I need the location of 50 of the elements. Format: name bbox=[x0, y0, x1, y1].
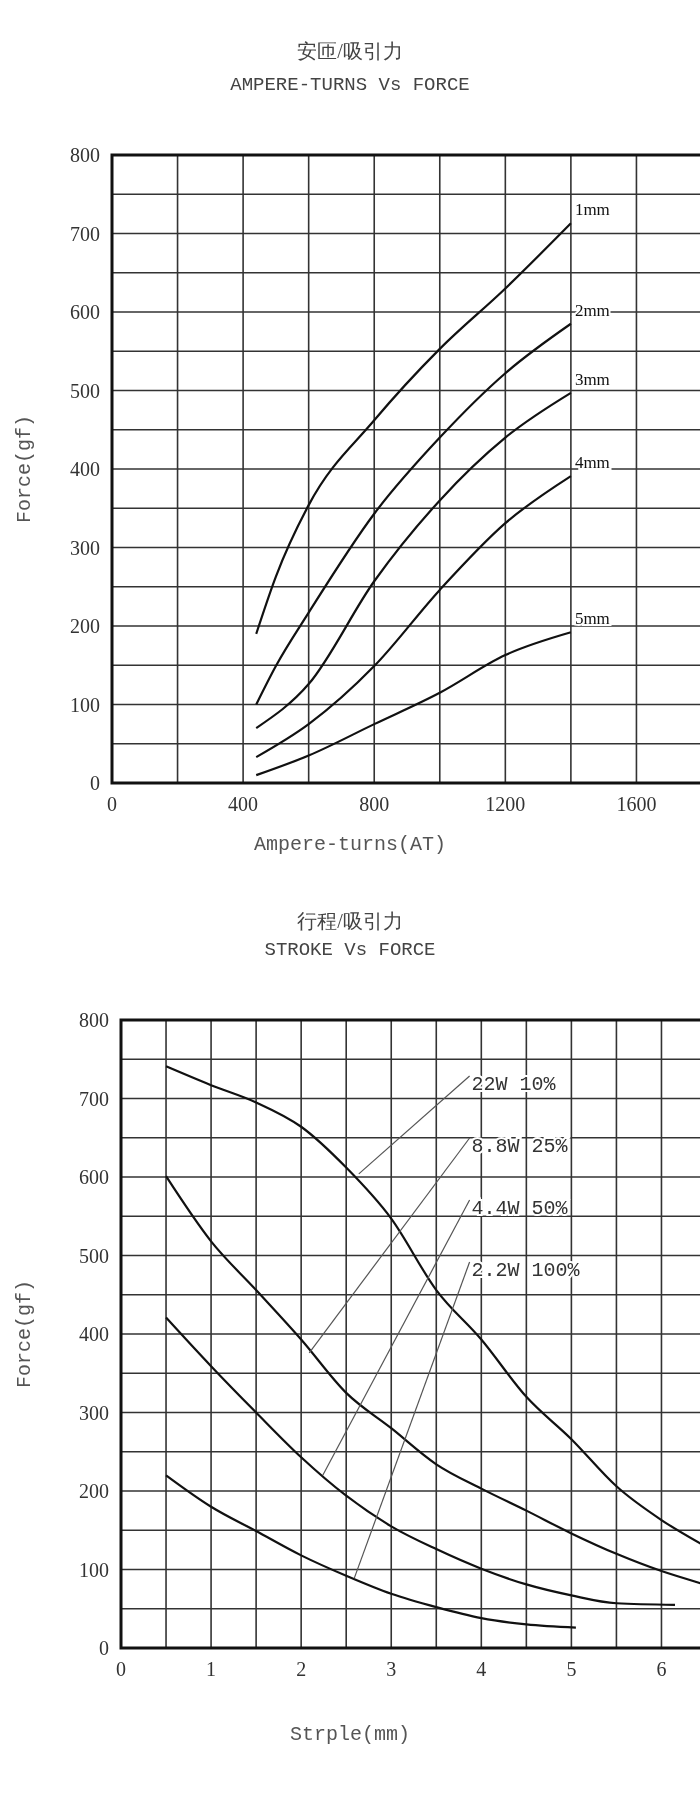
series-label: 5mm bbox=[574, 609, 610, 629]
y-tick-label: 800 bbox=[70, 144, 100, 166]
y-tick-label: 700 bbox=[79, 1087, 109, 1110]
line-series bbox=[255, 322, 572, 706]
chart-title: 行程/吸引力 bbox=[297, 910, 403, 932]
line-series bbox=[255, 222, 572, 635]
x-tick-label: 1200 bbox=[485, 793, 526, 815]
x-tick-label: 400 bbox=[228, 793, 259, 815]
line-series bbox=[164, 1316, 677, 1606]
chart-subtitle: AMPERE-TURNS Vs FORCE bbox=[230, 74, 470, 96]
y-tick-label: 0 bbox=[99, 1637, 109, 1659]
y-tick-label: 400 bbox=[79, 1323, 109, 1345]
y-tick-label: 600 bbox=[79, 1166, 109, 1188]
x-tick-label: 5 bbox=[566, 1658, 577, 1680]
x-tick-label: 800 bbox=[359, 793, 390, 815]
y-tick-label: 200 bbox=[79, 1480, 109, 1502]
x-axis-title: Ampere-turns(AT) bbox=[253, 833, 447, 856]
series-label: 3mm bbox=[574, 369, 610, 389]
y-tick-label: 200 bbox=[70, 615, 100, 637]
chart-subtitle: STROKE Vs FORCE bbox=[264, 939, 436, 961]
line-series bbox=[255, 391, 572, 730]
y-tick-label: 500 bbox=[79, 1244, 109, 1267]
y-tick-label: 800 bbox=[79, 1009, 109, 1031]
x-axis-title: Strple(mm) bbox=[289, 1723, 411, 1746]
x-tick-label: 3 bbox=[386, 1658, 397, 1680]
x-tick-label: 1600 bbox=[616, 793, 657, 815]
chart-title: 安匝/吸引力 bbox=[297, 40, 403, 62]
x-tick-label: 1 bbox=[206, 1658, 217, 1680]
y-tick-label: 400 bbox=[70, 458, 100, 480]
line-series bbox=[255, 631, 572, 777]
y-tick-label: 100 bbox=[70, 693, 100, 716]
y-tick-label: 700 bbox=[70, 222, 100, 245]
series-label: 1mm bbox=[574, 200, 610, 220]
y-axis-title: Force(gf) bbox=[13, 1279, 36, 1389]
y-tick-label: 300 bbox=[79, 1401, 109, 1424]
y-tick-label: 100 bbox=[79, 1558, 109, 1581]
x-tick-label: 6 bbox=[656, 1658, 667, 1680]
y-axis-title: Force(gf) bbox=[13, 414, 36, 524]
line-series bbox=[164, 1175, 700, 1585]
x-tick-label: 2 bbox=[296, 1658, 307, 1680]
series-label: 4mm bbox=[574, 453, 610, 473]
x-tick-label: 0 bbox=[116, 1658, 126, 1680]
line-series bbox=[255, 474, 572, 759]
y-tick-label: 0 bbox=[90, 772, 100, 794]
y-tick-label: 300 bbox=[70, 536, 100, 559]
y-tick-label: 600 bbox=[70, 301, 100, 323]
line-series bbox=[164, 1474, 577, 1629]
y-tick-label: 500 bbox=[70, 379, 100, 402]
line-series bbox=[164, 1065, 700, 1546]
x-tick-label: 4 bbox=[476, 1658, 487, 1680]
